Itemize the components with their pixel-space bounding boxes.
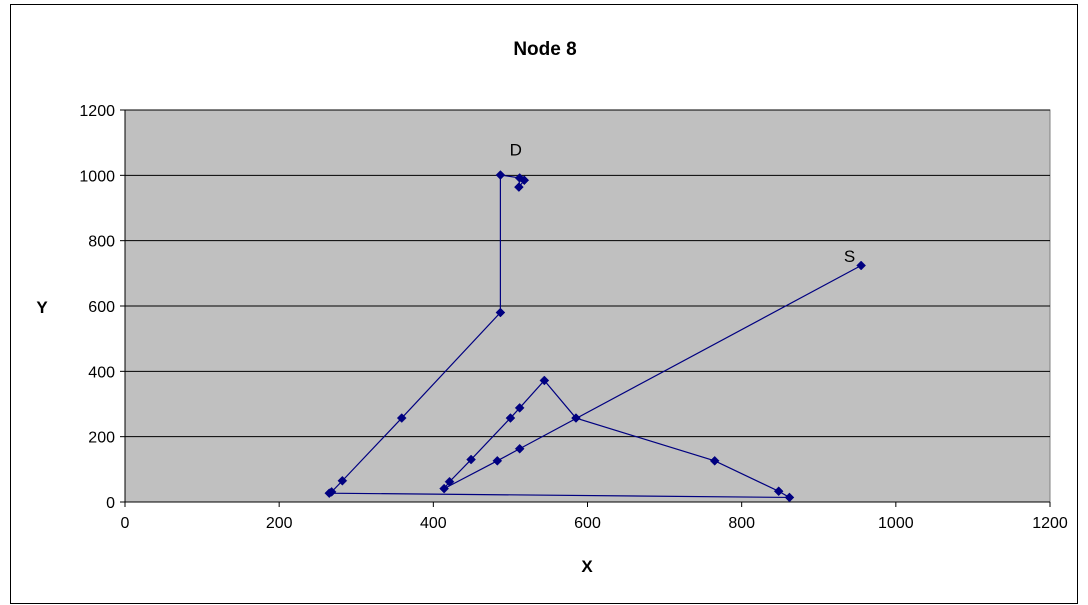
x-tick-label: 1000 [878, 515, 914, 532]
y-tick-labels: 0 200 400 600 800 1000 1200 [79, 103, 125, 512]
x-tick-label: 0 [121, 515, 130, 532]
y-tick-label: 400 [88, 364, 115, 381]
x-tick-label: 800 [728, 515, 755, 532]
data-point [337, 475, 348, 486]
data-point [773, 486, 784, 497]
data-point [709, 455, 720, 466]
x-tick-label: 1200 [1032, 515, 1068, 532]
series-line [327, 174, 862, 499]
series [324, 170, 866, 503]
x-tick-labels: 0 200 400 600 800 1000 1200 [121, 502, 1068, 532]
data-point [514, 403, 525, 413]
data-point [539, 375, 550, 386]
data-point [784, 492, 795, 503]
grid-lines [125, 109, 1050, 438]
annotation-label: S [844, 247, 855, 266]
data-point [514, 182, 524, 192]
chart-title: Node 8 [513, 39, 576, 60]
annotation-label: D [510, 141, 522, 160]
y-axis-title: Y [36, 298, 48, 317]
data-point [439, 483, 449, 494]
data-point [514, 173, 525, 183]
y-tick-label: 0 [106, 495, 115, 512]
data-point [495, 170, 506, 180]
data-point [466, 454, 476, 465]
x-axis-title: X [581, 557, 593, 576]
data-point [514, 443, 525, 454]
y-tick-label: 600 [88, 299, 115, 316]
data-point [505, 413, 516, 423]
data-point [444, 476, 455, 487]
data-point [571, 413, 581, 423]
y-tick-label: 1000 [79, 168, 115, 185]
data-point [396, 413, 407, 423]
chart-frame: 0 200 400 600 800 1000 1200 0 200 400 600 800 1000 1… [10, 4, 1078, 604]
data-point [492, 455, 503, 466]
x-tick-label: 200 [266, 515, 293, 532]
data-point [519, 175, 530, 186]
x-tick-label: 400 [420, 515, 447, 532]
y-tick-label: 200 [88, 430, 115, 447]
y-tick-label: 800 [88, 234, 115, 251]
data-point [495, 307, 506, 318]
chart-svg: 0 200 400 600 800 1000 1200 0 200 400 600 800 1000 1… [36, 39, 1068, 576]
x-tick-label: 600 [574, 515, 601, 532]
annotations: DS [510, 141, 856, 266]
y-tick-label: 1200 [79, 103, 115, 120]
data-point [856, 260, 866, 271]
data-point [326, 487, 337, 497]
